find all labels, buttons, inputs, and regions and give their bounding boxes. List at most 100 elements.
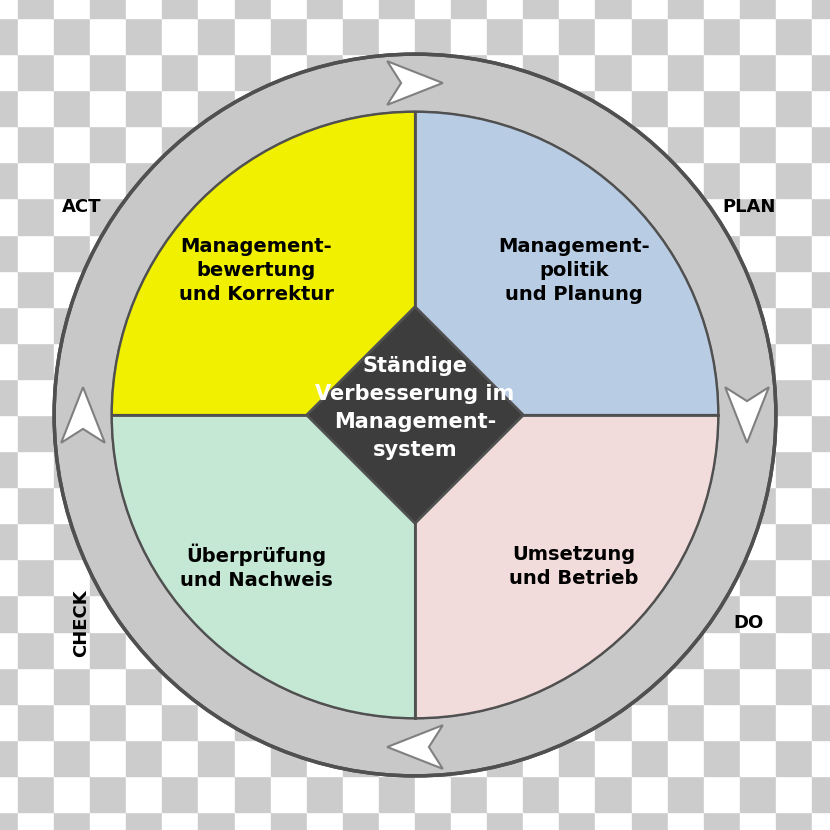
- Bar: [18, 126, 54, 163]
- Bar: [740, 523, 776, 559]
- Bar: [379, 307, 415, 343]
- Bar: [776, 704, 812, 740]
- Bar: [18, 776, 54, 812]
- Bar: [812, 90, 830, 126]
- Bar: [235, 415, 271, 451]
- Bar: [163, 559, 198, 595]
- Bar: [235, 90, 271, 126]
- Bar: [163, 0, 198, 18]
- Bar: [704, 235, 740, 271]
- Bar: [90, 18, 126, 54]
- Bar: [271, 415, 307, 451]
- Bar: [343, 812, 379, 830]
- Bar: [126, 559, 163, 595]
- Bar: [271, 343, 307, 379]
- Bar: [163, 271, 198, 307]
- Bar: [198, 523, 235, 559]
- Bar: [667, 776, 704, 812]
- Bar: [704, 667, 740, 704]
- Bar: [0, 451, 18, 487]
- Bar: [18, 54, 54, 90]
- Bar: [776, 0, 812, 18]
- Bar: [271, 740, 307, 776]
- Bar: [415, 667, 451, 704]
- Bar: [487, 415, 523, 451]
- Bar: [343, 415, 379, 451]
- Bar: [307, 126, 343, 163]
- Bar: [451, 235, 487, 271]
- Bar: [126, 271, 163, 307]
- Bar: [126, 632, 163, 667]
- Bar: [812, 487, 830, 523]
- Bar: [18, 90, 54, 126]
- Bar: [126, 90, 163, 126]
- Bar: [0, 90, 18, 126]
- Bar: [451, 451, 487, 487]
- Bar: [0, 812, 18, 830]
- Bar: [559, 632, 595, 667]
- Bar: [307, 343, 343, 379]
- Bar: [523, 704, 559, 740]
- Bar: [415, 126, 451, 163]
- Bar: [0, 126, 18, 163]
- Bar: [343, 198, 379, 235]
- Bar: [812, 704, 830, 740]
- Bar: [126, 776, 163, 812]
- Bar: [523, 740, 559, 776]
- Bar: [740, 54, 776, 90]
- Bar: [667, 415, 704, 451]
- Bar: [740, 559, 776, 595]
- Bar: [90, 595, 126, 632]
- Bar: [90, 632, 126, 667]
- Bar: [667, 18, 704, 54]
- Bar: [307, 18, 343, 54]
- Bar: [126, 487, 163, 523]
- Bar: [379, 523, 415, 559]
- Bar: [812, 307, 830, 343]
- Bar: [704, 776, 740, 812]
- Bar: [0, 198, 18, 235]
- Text: DO: DO: [734, 614, 764, 632]
- Bar: [307, 90, 343, 126]
- Bar: [0, 379, 18, 415]
- Bar: [90, 812, 126, 830]
- Bar: [18, 559, 54, 595]
- Bar: [595, 595, 632, 632]
- Text: PLAN: PLAN: [722, 198, 775, 216]
- Bar: [487, 704, 523, 740]
- Bar: [18, 595, 54, 632]
- Bar: [812, 559, 830, 595]
- Bar: [54, 54, 90, 90]
- Bar: [523, 451, 559, 487]
- Bar: [667, 812, 704, 830]
- Bar: [451, 595, 487, 632]
- Bar: [54, 18, 90, 54]
- Bar: [415, 54, 451, 90]
- Bar: [379, 451, 415, 487]
- Bar: [379, 812, 415, 830]
- Bar: [18, 415, 54, 451]
- Bar: [198, 90, 235, 126]
- Bar: [595, 18, 632, 54]
- Bar: [740, 704, 776, 740]
- Bar: [307, 198, 343, 235]
- Bar: [235, 379, 271, 415]
- Bar: [523, 54, 559, 90]
- Circle shape: [112, 112, 718, 718]
- Bar: [18, 235, 54, 271]
- Bar: [487, 163, 523, 198]
- Bar: [54, 90, 90, 126]
- Bar: [632, 235, 667, 271]
- Bar: [704, 451, 740, 487]
- Bar: [54, 415, 90, 451]
- Bar: [523, 343, 559, 379]
- Bar: [487, 126, 523, 163]
- Polygon shape: [388, 725, 442, 769]
- Bar: [235, 812, 271, 830]
- Bar: [307, 487, 343, 523]
- Bar: [0, 667, 18, 704]
- Bar: [523, 126, 559, 163]
- Bar: [271, 451, 307, 487]
- Bar: [54, 451, 90, 487]
- Bar: [163, 126, 198, 163]
